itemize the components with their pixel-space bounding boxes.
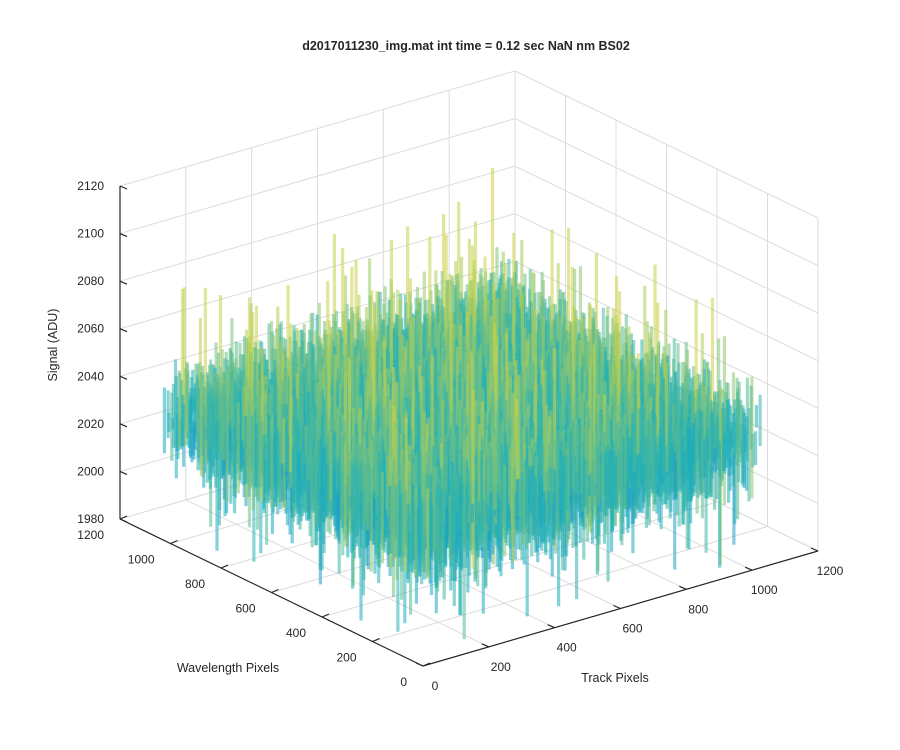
wall-gridline-z [514,213,819,362]
wall-gridline-z [119,118,516,235]
surface-layer [162,167,762,640]
floor-gridline-y [321,501,718,618]
wall-gridline-z [514,118,819,267]
wall-gridline-z [514,165,819,314]
floor-gridline-y [372,526,768,642]
wall-gridline-z [119,70,516,187]
wall-gridline-z [119,165,516,282]
wall-gridline-z [514,70,819,219]
